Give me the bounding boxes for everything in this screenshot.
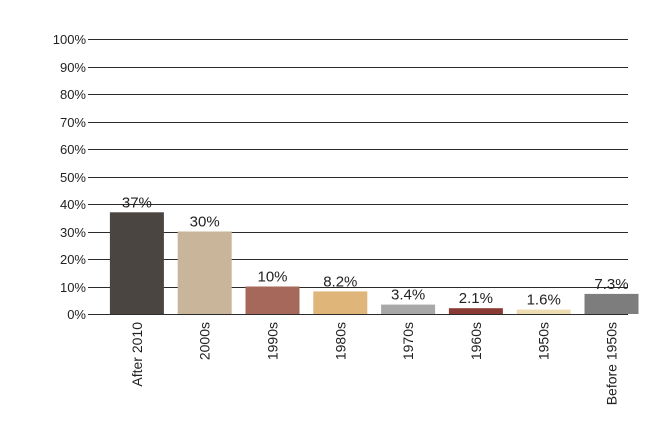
category-label: 1980s	[332, 322, 348, 360]
data-label: 2.1%	[459, 290, 493, 307]
category-label: 1960s	[468, 322, 484, 360]
category-label: 1990s	[265, 322, 281, 360]
y-tick-label: 80%	[60, 87, 86, 102]
data-label: 10%	[257, 269, 287, 286]
y-tick-label: 90%	[60, 60, 86, 75]
y-tick-label: 60%	[60, 142, 86, 157]
y-tick-label: 70%	[60, 115, 86, 130]
y-tick-label: 20%	[60, 252, 86, 267]
data-label: 7.3%	[594, 276, 628, 293]
data-labels: 37% 30% 10% 8.2% 3.4% 2.1% 1.6% 7.3%	[122, 194, 629, 308]
bar-after-2010	[109, 212, 164, 315]
bar-1990s	[245, 286, 300, 314]
y-tick-label: 40%	[60, 197, 86, 212]
data-label: 3.4%	[391, 287, 425, 304]
category-label: 2000s	[197, 322, 213, 360]
data-label: 30%	[190, 214, 220, 231]
category-label: 1950s	[536, 322, 552, 360]
bar-before-1950s	[584, 293, 639, 314]
bar-1950s	[516, 309, 571, 314]
y-tick-label: 30%	[60, 225, 86, 240]
category-label: After 2010	[129, 322, 145, 387]
y-axis-ticks: 0% 10% 20% 30% 40% 50% 60% 70% 80% 90% 100%	[53, 32, 87, 322]
bars	[109, 212, 639, 315]
y-tick-label: 10%	[60, 280, 86, 295]
bar-1960s	[448, 308, 503, 314]
y-tick-label: 100%	[53, 32, 87, 47]
bar-2000s	[177, 231, 232, 314]
bar-1980s	[313, 291, 368, 314]
y-tick-label: 50%	[60, 170, 86, 185]
data-label: 37%	[122, 194, 152, 211]
data-label: 8.2%	[323, 273, 357, 290]
category-labels: After 2010 2000s 1990s 1980s 1970s 1960s 1950s…	[129, 322, 620, 406]
bar-1970s	[381, 304, 436, 314]
gridlines	[88, 39, 628, 315]
category-label: 1970s	[400, 322, 416, 360]
category-label: Before 1950s	[604, 322, 620, 405]
y-tick-label: 0%	[67, 307, 86, 322]
data-label: 1.6%	[527, 292, 561, 309]
